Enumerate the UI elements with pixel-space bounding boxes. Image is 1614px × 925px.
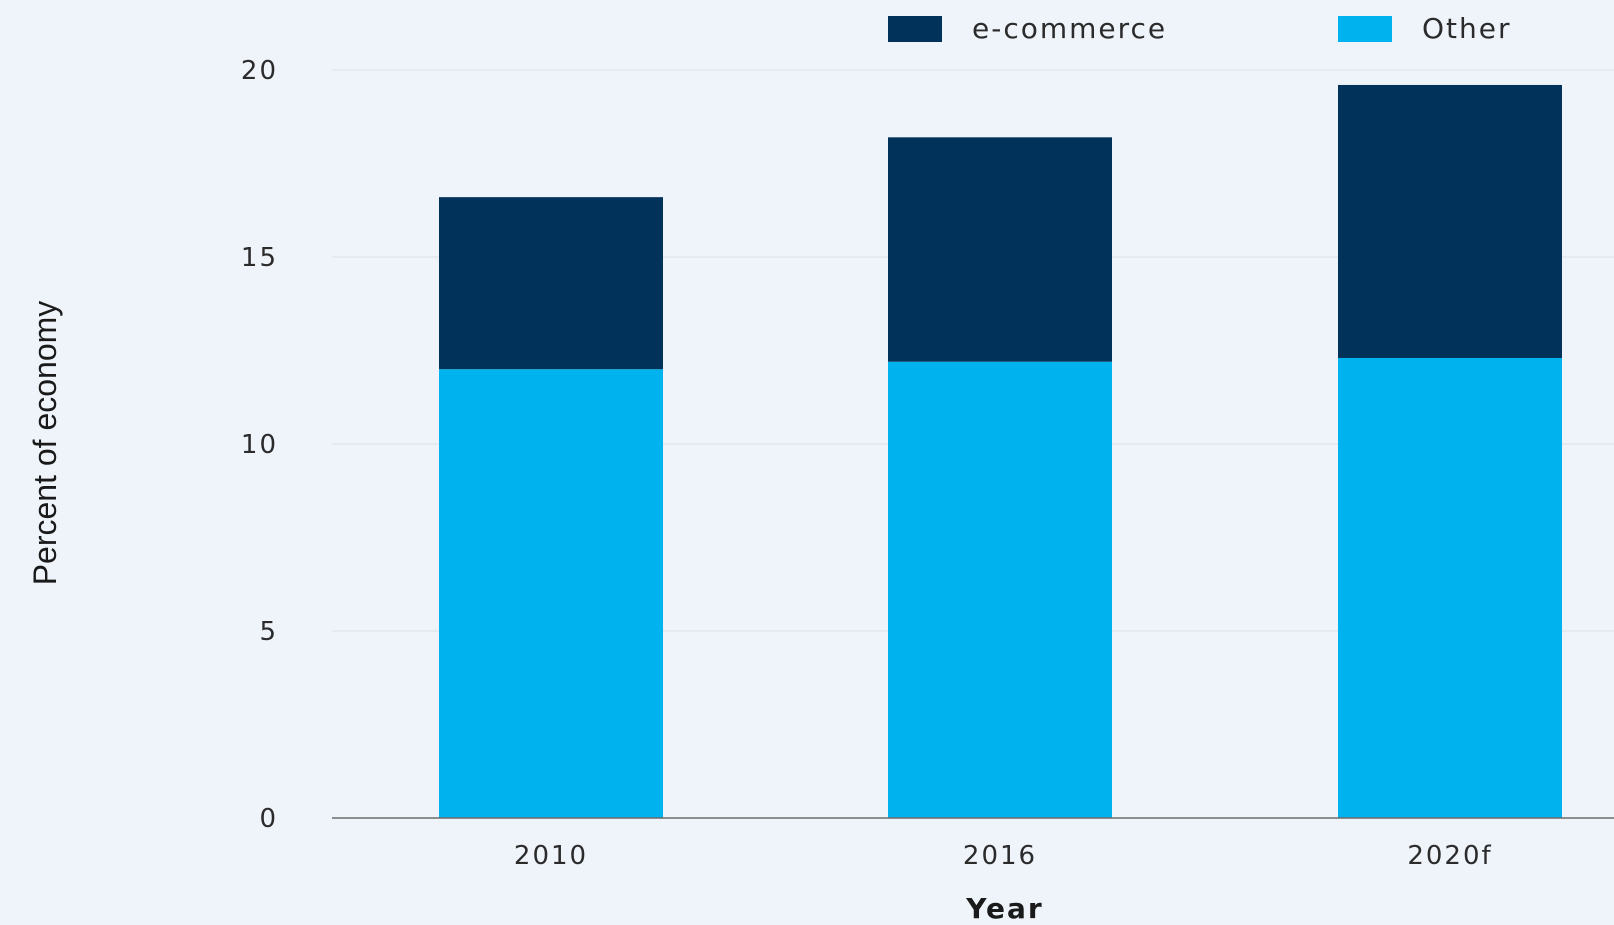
legend-swatch-other [1338, 16, 1392, 42]
bars [439, 84, 1562, 818]
bar-other-2016 [888, 361, 1112, 818]
legend: e-commerce Other [888, 12, 1512, 45]
x-tick-label: 2016 [963, 841, 1037, 871]
legend-swatch-e-commerce [888, 16, 942, 42]
bar-e-commerce-2020f [1338, 84, 1562, 358]
bar-other-2020f [1338, 357, 1562, 818]
y-tick-label: 5 [259, 617, 278, 647]
bar-e-commerce-2016 [888, 137, 1112, 362]
bar-other-2010 [439, 369, 663, 818]
y-tick-label: 10 [241, 430, 278, 460]
x-tick-label: 2020f [1407, 841, 1492, 871]
y-tick-label: 20 [241, 56, 278, 86]
axes: 0 5 10 15 20 2010 2016 2020f [241, 56, 1614, 871]
legend-label: e-commerce [972, 12, 1167, 45]
x-tick-label: 2010 [514, 841, 588, 871]
legend-label: Other [1422, 12, 1512, 45]
y-axis-title: Percent of economy [27, 301, 63, 586]
y-tick-label: 0 [259, 804, 278, 834]
bar-e-commerce-2010 [439, 197, 663, 370]
y-tick-label: 15 [241, 243, 278, 273]
x-axis-title: Year [965, 892, 1043, 925]
